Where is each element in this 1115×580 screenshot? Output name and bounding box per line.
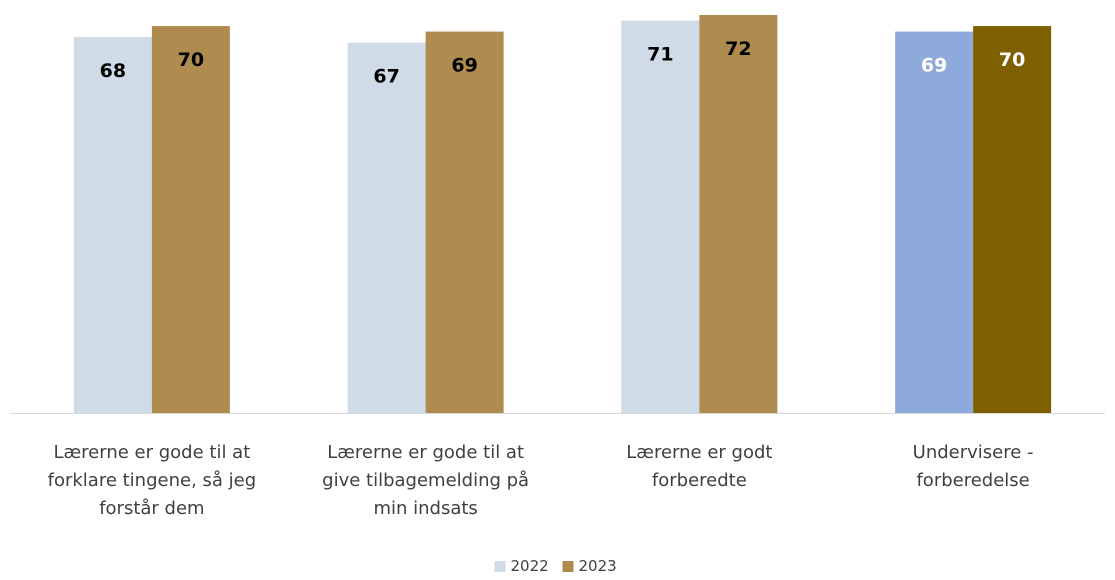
value-label-2023-4: 70 — [999, 49, 1025, 71]
category-label-4: Undervisere -forberedelse — [913, 442, 1034, 491]
bars-group — [73, 15, 1052, 414]
category-label-2: Lærerne er gode til at give tilbagemeldin… — [322, 442, 529, 519]
legend-swatch-2023 — [562, 561, 574, 572]
value-label-2023-3: 72 — [725, 38, 751, 60]
value-label-2022-4: 69 — [921, 55, 947, 77]
value-label-2022-2: 67 — [373, 66, 399, 88]
value-label-2022-3: 71 — [647, 44, 673, 66]
bar-2022-2 — [347, 42, 426, 414]
legend: 2022 2023 — [494, 557, 617, 575]
value-label-2023-1: 70 — [178, 49, 204, 71]
legend-label-2023: 2023 — [579, 557, 617, 575]
bar-2022-3 — [621, 20, 700, 414]
bar-2023-1 — [151, 26, 230, 414]
legend-label-2022: 2022 — [511, 557, 549, 575]
bar-2022-4 — [895, 31, 974, 413]
value-label-2022-1: 68 — [100, 60, 126, 82]
legend-swatch-2022 — [494, 561, 506, 572]
bar-2023-4 — [973, 26, 1052, 414]
bar-2023-2 — [425, 31, 504, 413]
category-label-3: Lærerne er godt forberedte — [626, 442, 772, 491]
category-labels-group: Lærerne er gode til at forklare tingene, … — [48, 442, 1034, 519]
bar-2023-3 — [699, 15, 778, 413]
category-label-1: Lærerne er gode til at forklare tingene, … — [48, 442, 257, 519]
value-labels-group: 68 70 67 69 71 72 69 70 — [100, 38, 1026, 88]
value-label-2023-2: 69 — [451, 55, 477, 77]
bar-2022-1 — [73, 37, 152, 413]
